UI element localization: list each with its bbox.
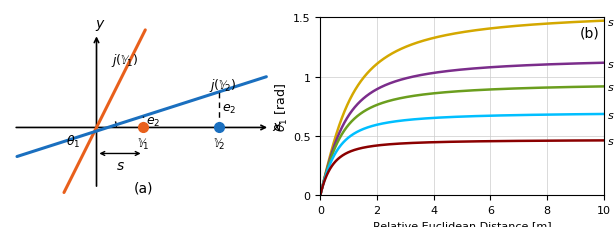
Text: $y$: $y$ <box>95 18 106 32</box>
Text: (a): (a) <box>134 180 153 195</box>
Text: $s = 1$: $s = 1$ <box>607 81 616 93</box>
Text: $s = 2$: $s = 2$ <box>607 109 616 121</box>
Text: $s = 0$: $s = 0$ <box>607 16 616 27</box>
Text: $\theta_1$: $\theta_1$ <box>66 133 80 150</box>
Text: $s$: $s$ <box>116 158 124 172</box>
Text: $s = 4$: $s = 4$ <box>607 135 616 147</box>
Text: $e_2$: $e_2$ <box>222 103 237 116</box>
Text: $j(\mathbb{Y}_2)$: $j(\mathbb{Y}_2)$ <box>209 77 236 94</box>
Text: $j(\mathbb{Y}_1)$: $j(\mathbb{Y}_1)$ <box>111 52 139 69</box>
Text: $\mathbb{Y}_1$: $\mathbb{Y}_1$ <box>137 136 150 151</box>
X-axis label: Relative Euclidean Distance [m]: Relative Euclidean Distance [m] <box>373 220 551 227</box>
Y-axis label: $\theta_1$ [rad]: $\theta_1$ [rad] <box>274 82 290 131</box>
Text: (b): (b) <box>580 26 599 40</box>
Text: $x$: $x$ <box>272 119 283 133</box>
Text: $\mathbb{Y}_2$: $\mathbb{Y}_2$ <box>213 136 225 151</box>
Text: $s = 0.5$: $s = 0.5$ <box>607 57 616 69</box>
Text: $e_2$: $e_2$ <box>147 116 161 128</box>
